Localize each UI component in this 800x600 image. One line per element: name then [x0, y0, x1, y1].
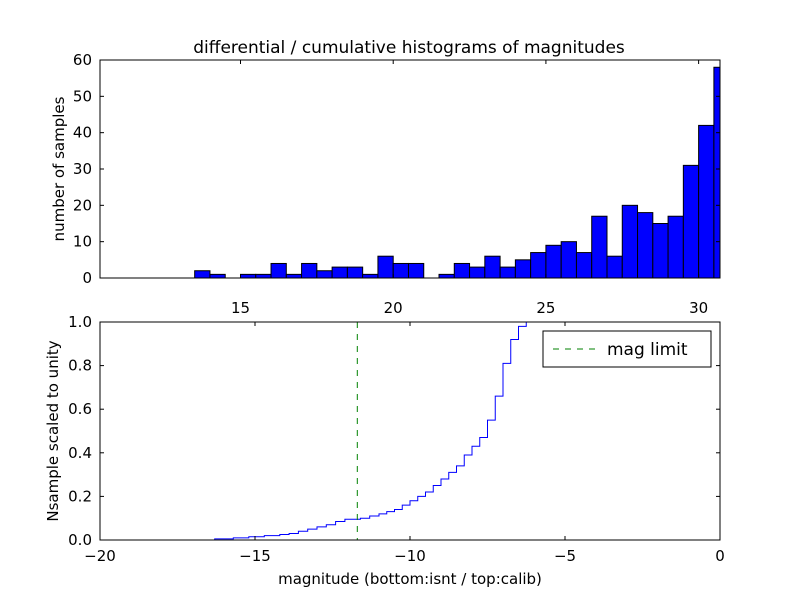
figure-title: differential / cumulative histograms of … — [193, 38, 625, 58]
histogram-bar — [667, 215, 684, 279]
histogram-bar — [194, 270, 211, 279]
histogram-bar — [698, 124, 715, 279]
histogram-bar — [499, 266, 516, 279]
y-tick-label: 30 — [73, 160, 92, 178]
y-tick-label: 0.0 — [68, 531, 92, 549]
histogram-bar — [331, 266, 348, 279]
histogram-bar — [713, 66, 721, 279]
y-tick-label: 1.0 — [68, 313, 92, 331]
histogram-bar — [606, 255, 623, 279]
histogram-bar — [270, 262, 287, 279]
y-tick-label: 20 — [73, 196, 92, 214]
x-tick-label: −5 — [554, 547, 576, 565]
top-histogram-panel: 0 10 20 30 40 50 60 15 20 25 30 number of samples — [50, 51, 721, 317]
histogram-bar — [621, 204, 639, 279]
y-tick-label: 0.6 — [68, 400, 92, 418]
x-tick-label: 20 — [384, 299, 403, 317]
histogram-bar — [377, 255, 394, 279]
histogram-bar — [453, 262, 471, 279]
y-tick-label: 40 — [73, 124, 92, 142]
histogram-bar — [239, 273, 257, 279]
x-tick-label: −20 — [84, 547, 116, 565]
x-tick-label: −10 — [394, 547, 426, 565]
legend-label-mag-limit: mag limit — [607, 340, 688, 360]
bottom-x-axis-label: magnitude (bottom:isnt / top:calib) — [278, 570, 542, 588]
y-tick-label: 0.8 — [68, 357, 92, 375]
histogram-bar — [392, 262, 409, 279]
histogram-bar — [255, 273, 272, 279]
histogram-bar — [209, 273, 226, 279]
bottom-plot-frame — [99, 321, 721, 541]
histogram-bars — [194, 66, 721, 279]
x-tick-label: 0 — [715, 547, 725, 565]
histogram-bar — [438, 273, 455, 279]
x-tick-label: 30 — [689, 299, 708, 317]
histogram-bar — [637, 212, 654, 279]
histogram-bar — [560, 241, 577, 279]
histogram-bar — [591, 215, 608, 279]
cumulative-step-line — [100, 321, 720, 541]
histogram-bar — [484, 255, 501, 279]
y-tick-label: 0.4 — [68, 444, 92, 462]
legend: mag limit — [542, 330, 712, 368]
histogram-bar — [346, 266, 364, 279]
y-tick-label: 0 — [82, 269, 92, 287]
top-plot-frame — [99, 59, 721, 279]
histogram-bar — [682, 164, 700, 279]
top-axis-ticks: 0 10 20 30 40 50 60 15 20 25 30 — [73, 51, 720, 317]
histogram-bar — [652, 223, 669, 279]
y-tick-label: 50 — [73, 87, 92, 105]
y-tick-label: 60 — [73, 51, 92, 69]
histogram-bar — [575, 252, 593, 279]
x-tick-label: −15 — [239, 547, 271, 565]
histogram-bar — [316, 270, 333, 279]
histogram-bar — [285, 273, 303, 279]
y-tick-label: 0.2 — [68, 487, 92, 505]
histogram-bar — [514, 259, 532, 279]
bottom-axis-ticks: 0.0 0.2 0.4 0.6 0.8 1.0 −20 −15 −10 −5 0 — [68, 313, 725, 565]
histogram-bar — [469, 266, 486, 279]
bottom-cumulative-panel: 0.0 0.2 0.4 0.6 0.8 1.0 −20 −15 −10 −5 0 magnitude… — [44, 313, 725, 588]
histogram-bar — [362, 273, 379, 279]
x-tick-label: 25 — [536, 299, 555, 317]
histogram-bar — [301, 262, 318, 279]
x-tick-label: 15 — [231, 299, 250, 317]
histogram-bar — [407, 262, 425, 279]
top-plot-background — [100, 60, 720, 278]
top-y-axis-label: number of samples — [50, 96, 68, 241]
histogram-bar — [530, 252, 547, 279]
bottom-y-axis-label: Nsample scaled to unity — [44, 340, 62, 521]
cumulative-lines — [100, 321, 720, 541]
y-tick-label: 10 — [73, 233, 92, 251]
histogram-bar — [545, 244, 562, 279]
